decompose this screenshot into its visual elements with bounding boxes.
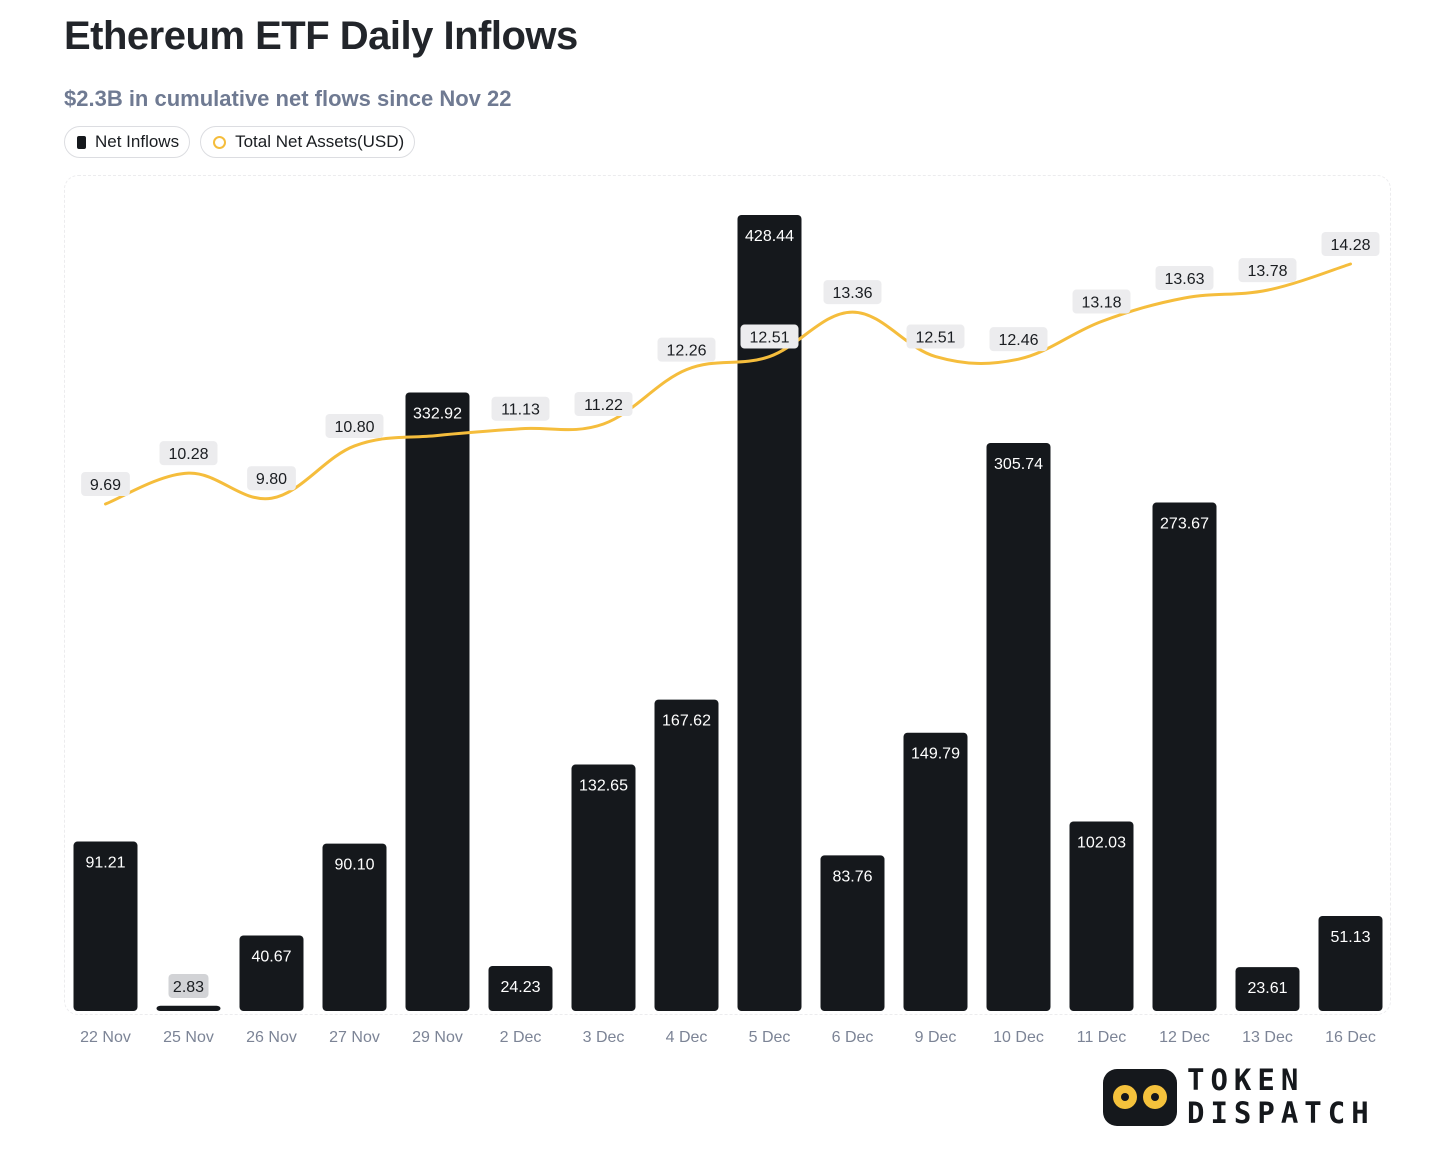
x-tick-label: 13 Dec	[1242, 1029, 1293, 1046]
bar	[903, 732, 968, 1011]
legend-item-total-net-assets[interactable]: Total Net Assets(USD)	[200, 126, 416, 158]
bar-value-label: 90.10	[334, 857, 374, 874]
chart-subtitle: $2.3B in cumulative net flows since Nov …	[64, 86, 512, 111]
legend: Net Inflows Total Net Assets(USD)	[64, 126, 416, 158]
x-tick-label: 2 Dec	[500, 1029, 542, 1046]
line-value-label: 12.51	[749, 330, 789, 347]
logo-mascot-icon	[1103, 1069, 1177, 1126]
line-value-label: 12.26	[666, 343, 706, 360]
line-value-pill	[574, 392, 633, 416]
x-tick-label: 9 Dec	[915, 1029, 957, 1046]
bar	[239, 935, 304, 1011]
token-dispatch-logo: TOKEN DISPATCH	[1103, 1064, 1403, 1130]
line-value-pill	[1155, 265, 1214, 290]
x-tick-label: 6 Dec	[832, 1029, 874, 1046]
bar-value-label: 51.13	[1330, 929, 1370, 946]
bar-value-label: 40.67	[251, 948, 291, 965]
bar-value-label: 305.74	[994, 456, 1043, 473]
bar-value-label: 273.67	[1160, 516, 1209, 533]
logo-wordmark: TOKEN DISPATCH	[1187, 1064, 1375, 1130]
x-tick-label: 26 Nov	[246, 1029, 297, 1046]
series-line-total-net-assets	[104, 262, 1352, 506]
bar	[156, 1005, 221, 1011]
line-value-label: 9.80	[256, 471, 287, 488]
line-value-pill	[906, 324, 965, 349]
line-value-label: 13.78	[1247, 263, 1287, 280]
bar-value-label: 24.23	[500, 979, 540, 996]
bar	[1318, 916, 1383, 1011]
x-tick-label: 27 Nov	[329, 1029, 380, 1046]
bar	[1235, 967, 1300, 1011]
x-tick-label: 29 Nov	[412, 1029, 463, 1046]
line-value-label: 9.69	[90, 477, 121, 494]
bar-value-label: 428.44	[745, 228, 794, 245]
bar-value-label: 149.79	[911, 746, 960, 763]
line-value-pill	[1238, 258, 1297, 283]
bar	[322, 843, 387, 1011]
bar	[1069, 821, 1134, 1011]
bar-value-label: 2.83	[173, 979, 204, 996]
line-value-label: 11.13	[501, 402, 540, 419]
line-value-label: 13.63	[1164, 271, 1204, 288]
bar	[488, 965, 553, 1011]
bar-value-label: 91.21	[85, 855, 125, 872]
chart-title: Ethereum ETF Daily Inflows	[64, 14, 578, 58]
line-value-pill	[740, 324, 799, 349]
line-value-pill	[247, 466, 296, 491]
x-tick-label: 16 Dec	[1325, 1029, 1376, 1046]
line-value-label: 12.46	[998, 332, 1038, 349]
line-value-pill	[1072, 289, 1131, 314]
bar	[73, 841, 138, 1011]
x-tick-label: 10 Dec	[993, 1029, 1044, 1046]
line-value-label: 14.28	[1330, 237, 1370, 254]
legend-label-total-net-assets: Total Net Assets(USD)	[235, 132, 405, 151]
bar-value-pill	[168, 974, 209, 998]
x-tick-label: 12 Dec	[1159, 1029, 1210, 1046]
line-value-label: 13.36	[832, 285, 872, 302]
line-value-label: 12.51	[915, 330, 955, 347]
bar-value-label: 332.92	[413, 405, 462, 422]
line-swatch-icon	[213, 135, 227, 149]
line-value-pill	[1321, 232, 1380, 256]
line-value-pill	[491, 396, 550, 421]
line-value-label: 11.22	[584, 397, 623, 414]
line-value-label: 13.18	[1081, 295, 1121, 312]
line-value-pill	[823, 280, 882, 305]
bar	[1152, 502, 1217, 1011]
line-value-pill	[989, 327, 1048, 352]
bar	[986, 442, 1051, 1011]
bar	[737, 215, 802, 1011]
bar	[820, 855, 885, 1011]
line-value-pill	[657, 337, 716, 362]
logo-line-2: DISPATCH	[1187, 1096, 1375, 1130]
line-value-label: 10.28	[168, 446, 208, 463]
line-value-pill	[81, 472, 130, 496]
line-value-label: 10.80	[334, 419, 374, 436]
legend-item-net-inflows[interactable]: Net Inflows	[64, 126, 191, 158]
x-tick-label: 5 Dec	[749, 1029, 791, 1046]
bar-swatch-icon	[77, 135, 86, 149]
bar-value-label: 167.62	[662, 713, 711, 730]
x-tick-label: 25 Nov	[163, 1029, 214, 1046]
line-value-pill	[159, 441, 218, 466]
plot-area-frame	[64, 175, 1391, 1015]
x-tick-label: 4 Dec	[666, 1029, 708, 1046]
legend-label-net-inflows: Net Inflows	[95, 132, 180, 151]
bar	[571, 764, 636, 1011]
bar	[654, 699, 719, 1011]
line-value-pill	[325, 413, 384, 438]
bar-value-label: 132.65	[579, 778, 628, 795]
bar-value-label: 83.76	[832, 868, 872, 885]
x-tick-label: 22 Nov	[80, 1029, 131, 1046]
bar-value-label: 102.03	[1077, 834, 1126, 851]
bar-value-label: 23.61	[1247, 980, 1287, 997]
bar	[405, 392, 470, 1011]
x-tick-label: 3 Dec	[583, 1029, 625, 1046]
x-tick-label: 11 Dec	[1077, 1029, 1127, 1046]
logo-line-1: TOKEN	[1187, 1063, 1305, 1097]
